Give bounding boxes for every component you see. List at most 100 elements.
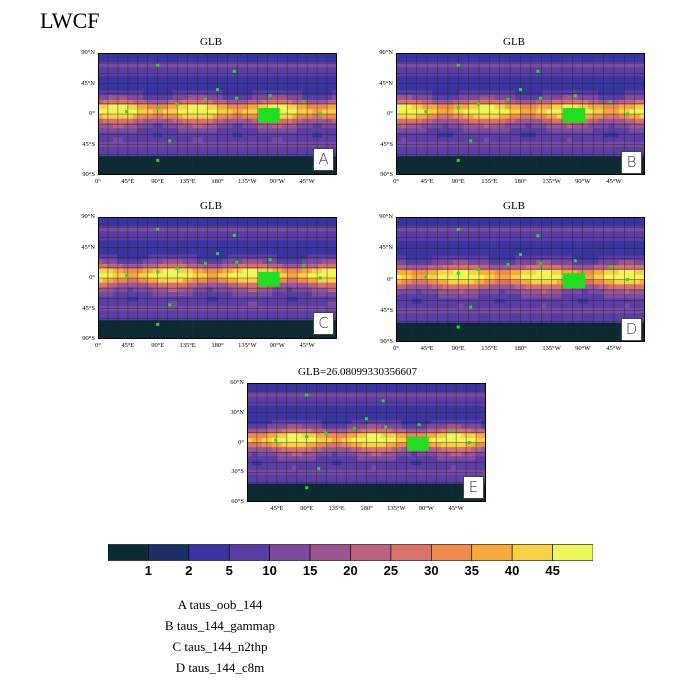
lat-label: 45°N <box>81 79 95 87</box>
colorbar-tick-label: 40 <box>504 563 520 578</box>
lon-label: 45°W <box>299 178 315 185</box>
colorbar-swatch <box>309 544 351 561</box>
lon-label: 135°E <box>179 178 196 185</box>
colorbar-tick-label: 1 <box>144 563 153 578</box>
panel-b-letter: B <box>621 151 642 174</box>
lon-label: 135°W <box>542 345 561 352</box>
lat-label: 0° <box>89 110 95 117</box>
lon-label: 90°E <box>451 178 465 185</box>
colorbar-tick-label: 2 <box>185 563 193 578</box>
panel-e-letter: E <box>463 476 484 499</box>
lon-label: 0° <box>393 178 399 185</box>
lat-label: 60°S <box>231 498 244 505</box>
lon-label: 180° <box>514 345 527 352</box>
colorbar-swatch <box>188 544 230 561</box>
colorbar-swatch <box>148 544 190 561</box>
colorbar-tick-label: 20 <box>343 563 358 578</box>
lat-label: 90°S <box>380 338 393 345</box>
panel-e: GLB=26.08099330356607 E 60°N 30°N 0° 30°S 60… <box>225 366 490 516</box>
lon-label: 135°W <box>387 505 406 512</box>
map-field <box>395 216 646 343</box>
lon-label: 135°E <box>179 342 196 349</box>
colorbar-tick-label: 25 <box>383 563 399 578</box>
lon-label: 45°E <box>420 178 434 185</box>
colorbar-swatch <box>511 544 553 561</box>
lat-label: 90°N <box>379 49 393 56</box>
colorbar-tick-label: 35 <box>464 563 479 578</box>
lon-label: 90°W <box>269 342 285 349</box>
lat-label: 90°N <box>81 49 95 56</box>
map-c <box>97 216 338 340</box>
lon-label: 135°E <box>481 178 498 185</box>
lon-label: 90°E <box>151 178 165 185</box>
lat-label: 90°S <box>82 171 95 178</box>
colorbar-swatch <box>431 544 473 561</box>
lon-label: 45°W <box>606 345 622 352</box>
lat-label: 90°N <box>81 213 95 220</box>
lon-label: 45°E <box>420 345 434 352</box>
lon-label: 135°W <box>238 178 257 185</box>
lon-label: 135°W <box>238 342 257 349</box>
colorbar-swatch <box>471 544 513 561</box>
legend-entry-c: C taus_144_n2thp <box>172 639 268 654</box>
lon-label: 135°E <box>481 345 498 352</box>
lon-label: 90°W <box>418 505 434 512</box>
lat-label: 45°N <box>379 79 393 87</box>
lon-label: 90°W <box>575 345 591 352</box>
lon-label: 180° <box>514 178 527 185</box>
legend: A taus_oob_144 B taus_144_gammap C taus_… <box>120 597 320 681</box>
map-b <box>395 52 646 176</box>
colorbar-swatch <box>228 544 270 561</box>
figure-title: LWCF <box>40 8 100 33</box>
lat-label: 90°S <box>380 171 393 178</box>
panel-a-title: GLB <box>200 36 222 48</box>
legend-entry-b: B taus_144_gammap <box>164 618 276 633</box>
map-e <box>246 382 487 503</box>
lon-label: 90°E <box>451 345 465 352</box>
lat-label: 90°S <box>82 335 95 342</box>
colorbar-tick-label: 45 <box>545 563 560 578</box>
lat-label: 45°N <box>81 243 95 251</box>
panel-a: GLB A 90°N 45°N 0° 45°S 90°S 0° 45°E 90°E 135°E 1… <box>80 36 342 191</box>
panel-b-title: GLB <box>503 36 525 48</box>
lat-label: 45°S <box>380 306 393 314</box>
panel-a-letter: A <box>313 148 334 171</box>
lat-label: 60°N <box>230 379 244 386</box>
panel-d-title: GLB <box>503 200 525 212</box>
legend-entry-d: D taus_144_c8m <box>175 660 265 675</box>
lon-label: 90°E <box>300 505 314 512</box>
lat-label: 0° <box>387 110 393 117</box>
panel-d: GLB D 90°N 45°N 0° 45°S 90°S 0° 45°E 90°E 135°E 1… <box>378 200 650 355</box>
lon-label: 180° <box>360 505 373 512</box>
lon-label: 135°E <box>328 505 345 512</box>
lon-label: 45°W <box>606 178 622 185</box>
map-field <box>395 52 646 176</box>
panel-d-letter: D <box>621 318 642 341</box>
panel-c-title: GLB <box>200 200 222 212</box>
lon-label: 90°W <box>269 178 285 185</box>
map-d <box>395 216 646 343</box>
map-field <box>97 216 338 340</box>
lon-label: 45°W <box>299 342 315 349</box>
lat-label: 0° <box>387 275 393 283</box>
colorbar-swatch <box>350 544 392 561</box>
colorbar-swatch <box>108 544 149 561</box>
lon-label: 0° <box>393 345 399 352</box>
colorbar-swatch <box>552 544 593 561</box>
map-field <box>97 52 338 176</box>
lon-label: 45°E <box>121 178 135 185</box>
lon-label: 90°E <box>151 342 165 349</box>
colorbar-tick-label: 15 <box>302 563 318 578</box>
colorbar-tick-label: 5 <box>225 563 233 578</box>
lon-label: 90°W <box>575 178 591 185</box>
lon-label: 180° <box>211 342 224 349</box>
lat-label: 30°S <box>231 468 244 476</box>
lon-label: 0° <box>95 342 101 349</box>
lon-label: 45°E <box>270 505 284 512</box>
lat-label: 0° <box>238 438 244 446</box>
lon-label: 45°E <box>121 342 135 349</box>
colorbar <box>108 544 593 561</box>
lat-label: 45°S <box>82 304 95 312</box>
panel-c-letter: C <box>313 312 334 335</box>
colorbar-swatch <box>390 544 432 561</box>
